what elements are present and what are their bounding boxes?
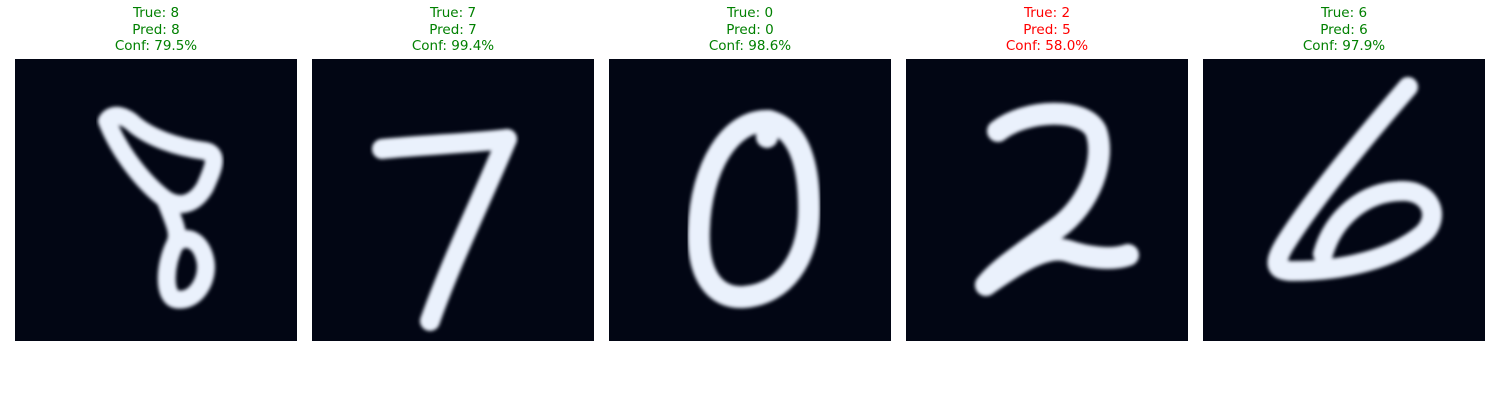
sample-panel-1: True: 8 Pred: 8 Conf: 79.5% <box>15 0 297 341</box>
pred-label-text: Pred: 8 <box>132 21 180 38</box>
sample-panel-4: True: 2 Pred: 5 Conf: 58.0% <box>906 0 1188 341</box>
digit-image-1 <box>15 59 297 341</box>
sample-title-3: True: 0 Pred: 0 Conf: 98.6% <box>609 5 891 55</box>
confidence-text: Conf: 98.6% <box>708 38 792 54</box>
sample-panel-5: True: 6 Pred: 6 Conf: 97.9% <box>1203 0 1485 341</box>
true-label-text: True: 8 <box>132 5 180 21</box>
digit-image-4 <box>906 59 1188 341</box>
true-label-text: True: 0 <box>726 5 774 21</box>
confidence-text: Conf: 99.4% <box>411 38 495 54</box>
sample-title-5: True: 6 Pred: 6 Conf: 97.9% <box>1203 5 1485 55</box>
sample-title-2: True: 7 Pred: 7 Conf: 99.4% <box>312 5 594 55</box>
confidence-text: Conf: 58.0% <box>1005 38 1089 54</box>
sample-panel-2: True: 7 Pred: 7 Conf: 99.4% <box>312 0 594 341</box>
sample-title-4: True: 2 Pred: 5 Conf: 58.0% <box>906 5 1188 55</box>
true-label-text: True: 7 <box>429 5 477 21</box>
pred-label-text: Pred: 7 <box>429 21 477 38</box>
pred-label-text: Pred: 0 <box>726 21 774 38</box>
digit-image-2 <box>312 59 594 341</box>
confidence-text: Conf: 79.5% <box>114 38 198 54</box>
true-label-text: True: 2 <box>1023 5 1071 21</box>
true-label-text: True: 6 <box>1320 5 1368 21</box>
digit-image-5 <box>1203 59 1485 341</box>
digit-image-3 <box>609 59 891 341</box>
confidence-text: Conf: 97.9% <box>1302 38 1386 54</box>
sample-title-1: True: 8 Pred: 8 Conf: 79.5% <box>15 5 297 55</box>
sample-panel-3: True: 0 Pred: 0 Conf: 98.6% <box>609 0 891 341</box>
pred-label-text: Pred: 6 <box>1320 21 1368 38</box>
pred-label-text: Pred: 5 <box>1023 21 1071 38</box>
